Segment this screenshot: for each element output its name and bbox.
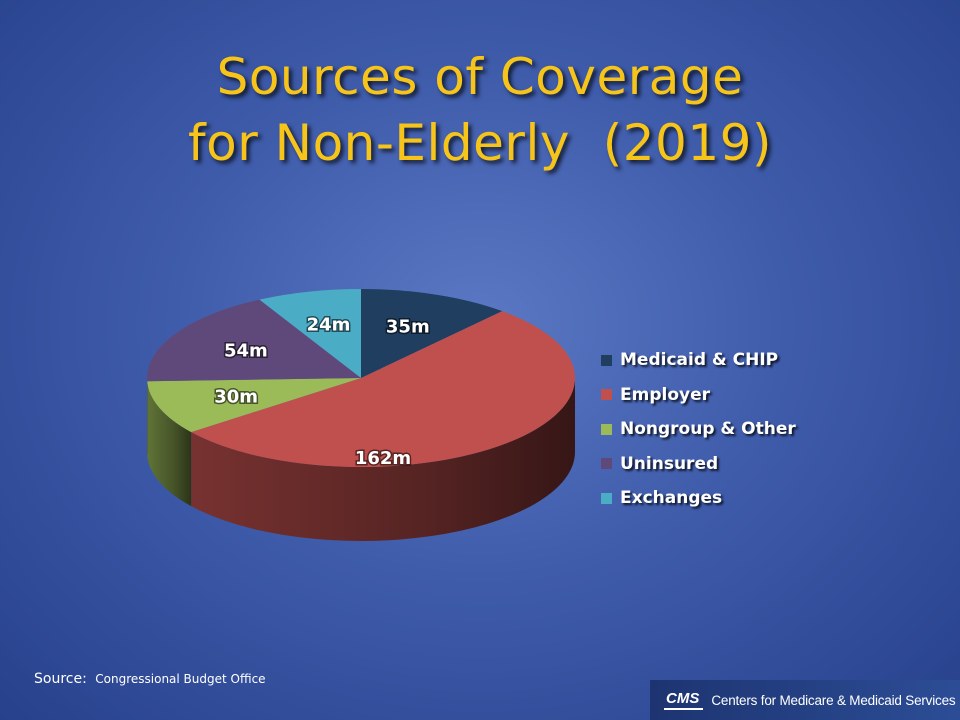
legend-item-medicaid-chip: Medicaid & CHIP xyxy=(601,343,796,378)
legend-swatch xyxy=(601,389,612,401)
legend-swatch xyxy=(601,492,612,504)
legend-item-uninsured: Uninsured xyxy=(601,447,796,482)
pie-slice-exchanges xyxy=(259,289,361,378)
slide-title: Sources of Coverage for Non-Elderly (201… xyxy=(0,44,960,176)
data-label-medicaid-chip: 35m xyxy=(386,316,430,337)
legend-label: Medicaid & CHIP xyxy=(620,350,779,371)
pie-slice-medicaid-chip xyxy=(361,289,503,378)
cms-agency-name: Centers for Medicare & Medicaid Services xyxy=(711,692,956,708)
pie-wall-nongroup-other xyxy=(147,381,192,507)
legend-label: Uninsured xyxy=(620,453,719,474)
source-text: Congressional Budget Office xyxy=(95,672,266,686)
title-line-1: Sources of Coverage xyxy=(216,48,744,106)
legend-item-exchanges: Exchanges xyxy=(601,481,796,516)
legend-swatch xyxy=(601,458,612,470)
data-label-nongroup-other: 30m xyxy=(214,387,258,408)
legend-item-nongroup-other: Nongroup & Other xyxy=(601,412,796,447)
legend-swatch xyxy=(601,354,612,366)
chart-legend: Medicaid & CHIP Employer Nongroup & Other U… xyxy=(601,343,796,516)
pie-wall-employer xyxy=(191,378,575,541)
legend-label: Nongroup & Other xyxy=(620,419,796,440)
data-label-exchanges: 24m xyxy=(307,314,351,335)
legend-label: Exchanges xyxy=(620,488,723,509)
legend-label: Employer xyxy=(620,384,710,405)
source-prefix: Source: xyxy=(34,671,87,687)
data-label-uninsured: 54m xyxy=(224,341,268,362)
title-line-2: for Non-Elderly (2019) xyxy=(188,114,772,172)
pie-slice-uninsured xyxy=(147,299,361,382)
source-note: Source: Congressional Budget Office xyxy=(34,671,266,687)
cms-logo: CMS xyxy=(664,690,704,710)
pie-slice-employer xyxy=(191,311,576,468)
pie-slice-nongroup-other xyxy=(147,378,361,433)
cms-footer-banner: CMS Centers for Medicare & Medicaid Serv… xyxy=(650,680,960,720)
legend-swatch xyxy=(601,423,612,435)
data-label-employer: 162m xyxy=(355,448,411,469)
legend-item-employer: Employer xyxy=(601,378,796,413)
